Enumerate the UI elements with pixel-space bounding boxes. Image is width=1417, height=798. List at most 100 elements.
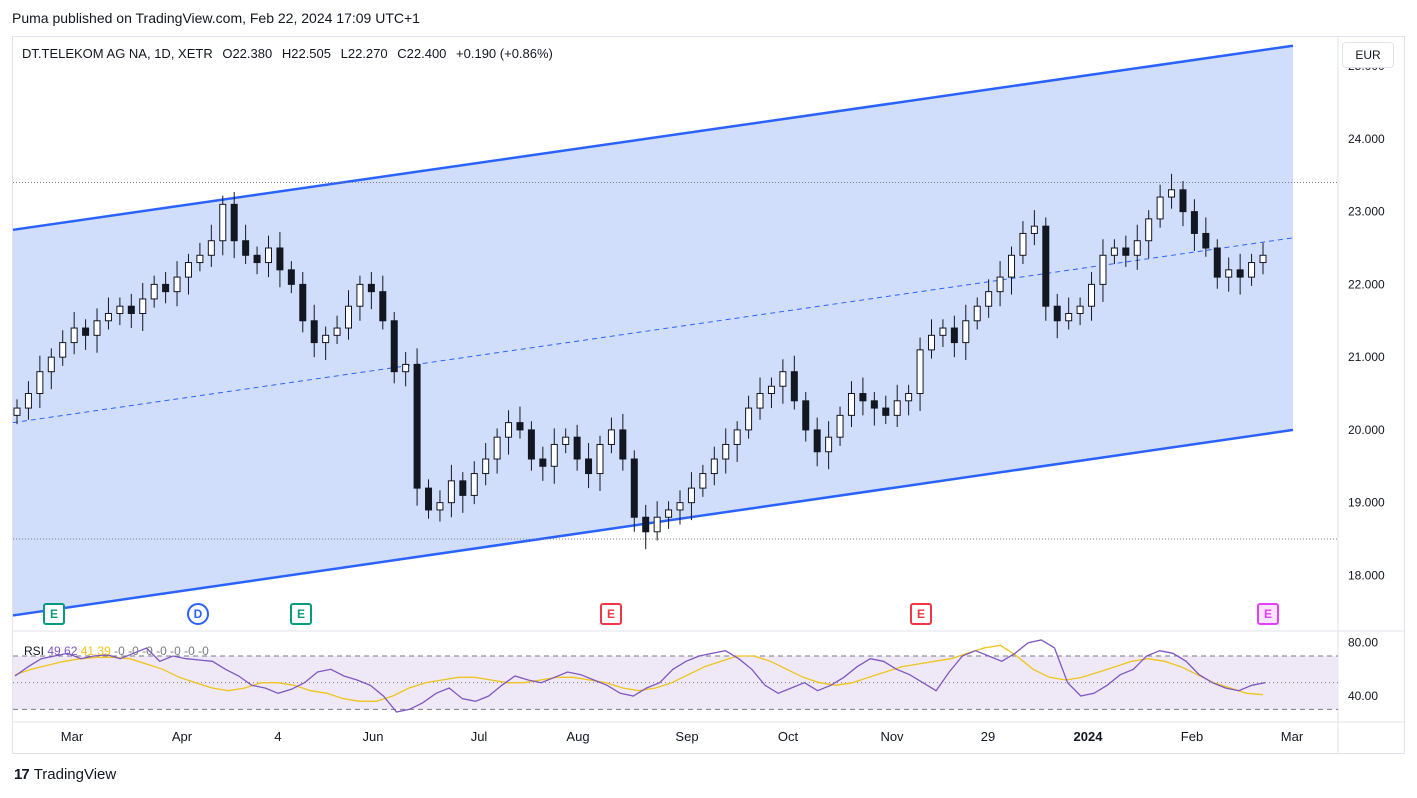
candle: [859, 377, 867, 416]
candle: [1133, 224, 1141, 270]
earnings-marker[interactable]: E: [43, 603, 65, 625]
candle: [802, 392, 810, 442]
candle: [1122, 235, 1130, 267]
candle: [104, 297, 112, 330]
candle: [470, 461, 478, 505]
candle: [1008, 246, 1016, 295]
rsi-name[interactable]: RSI: [24, 644, 45, 658]
time-tick-label: Mar: [61, 729, 84, 744]
candle: [1076, 297, 1084, 326]
candle: [573, 424, 581, 471]
candle: [722, 428, 730, 474]
candle: [310, 304, 318, 358]
earnings-marker[interactable]: E: [1257, 603, 1279, 625]
high-value: H22.505: [281, 46, 331, 61]
candle: [13, 399, 21, 425]
time-tick-label: Jul: [471, 729, 488, 744]
candle: [230, 191, 238, 259]
price-tick-label: 20.000: [1348, 423, 1385, 437]
candle: [1202, 217, 1210, 257]
candle: [607, 417, 615, 454]
channel-fill: [13, 45, 1293, 616]
candle: [905, 384, 913, 416]
rsi-ma-line: [14, 644, 1264, 702]
candle: [459, 472, 467, 513]
candle: [1145, 210, 1153, 259]
candle: [425, 479, 433, 519]
candle: [1088, 272, 1096, 321]
candle: [790, 355, 798, 410]
candle: [985, 279, 993, 318]
candle: [1179, 181, 1187, 227]
candle: [367, 272, 375, 310]
candle: [710, 446, 718, 486]
candle: [207, 224, 215, 267]
open-value: O22.380: [222, 46, 273, 61]
candle: [390, 312, 398, 384]
time-tick-label: Mar: [1281, 729, 1304, 744]
price-tick-label: 21.000: [1348, 350, 1385, 364]
channel-lower-line: [12, 428, 1294, 617]
candle: [436, 490, 444, 522]
dividend-marker[interactable]: D: [187, 603, 209, 625]
low-value: L22.270: [340, 46, 388, 61]
candle: [1156, 184, 1164, 228]
time-tick-label: Nov: [880, 729, 904, 744]
candle: [413, 348, 421, 506]
candle: [767, 377, 775, 409]
candle: [139, 282, 147, 331]
candle: [642, 504, 650, 550]
footer-brand: 17 TradingView: [14, 766, 116, 783]
rsi-value: 49.62: [47, 644, 78, 658]
candle: [619, 413, 627, 471]
earnings-marker[interactable]: E: [910, 603, 932, 625]
candle: [1259, 242, 1267, 275]
price-tick-label: 24.000: [1348, 132, 1385, 146]
candle: [482, 443, 490, 486]
time-tick-label: 29: [981, 729, 995, 744]
candle: [596, 435, 604, 492]
candle: [36, 355, 44, 409]
time-tick-label: Aug: [566, 729, 589, 744]
candle: [836, 406, 844, 446]
currency-button[interactable]: EUR: [1342, 42, 1394, 68]
candle: [527, 421, 535, 471]
chart-frame: [12, 36, 1405, 754]
candle: [1110, 239, 1118, 265]
candle: [699, 464, 707, 497]
rsi-legend: RSI 49.62 41.39 -0 -0 -0 -0 -0 -0 -0: [24, 644, 209, 658]
candle: [950, 315, 958, 358]
candle: [70, 312, 78, 355]
rsi-extra-values: -0 -0 -0 -0 -0 -0 -0: [114, 644, 209, 658]
candle: [24, 381, 32, 420]
price-tick-label: 19.000: [1348, 496, 1385, 510]
candle: [322, 326, 330, 361]
earnings-marker[interactable]: E: [290, 603, 312, 625]
tradingview-logo-icon[interactable]: 17: [14, 766, 30, 783]
candle: [1248, 253, 1256, 286]
candle: [882, 395, 890, 425]
candle: [745, 395, 753, 439]
earnings-marker[interactable]: E: [600, 603, 622, 625]
published-caption: Puma published on TradingView.com, Feb 2…: [12, 10, 420, 26]
time-tick-label: Oct: [778, 729, 799, 744]
time-tick-label: Apr: [172, 729, 193, 744]
candle: [893, 384, 901, 427]
candle: [47, 348, 55, 390]
close-value: C22.400: [397, 46, 447, 61]
brand-name: TradingView: [33, 766, 117, 783]
rsi-tick-label: 40.00: [1348, 689, 1378, 703]
candle: [402, 352, 410, 387]
symbol-name[interactable]: DT.TELEKOM AG NA, 1D, XETR: [22, 46, 213, 61]
candle: [1030, 210, 1038, 246]
candle: [870, 392, 878, 426]
candle: [962, 304, 970, 361]
candle: [585, 443, 593, 489]
candle: [184, 253, 192, 295]
candle: [264, 235, 272, 278]
candle: [916, 337, 924, 411]
candle: [127, 293, 135, 329]
candle: [630, 450, 638, 532]
time-tick-label: Jun: [363, 729, 384, 744]
